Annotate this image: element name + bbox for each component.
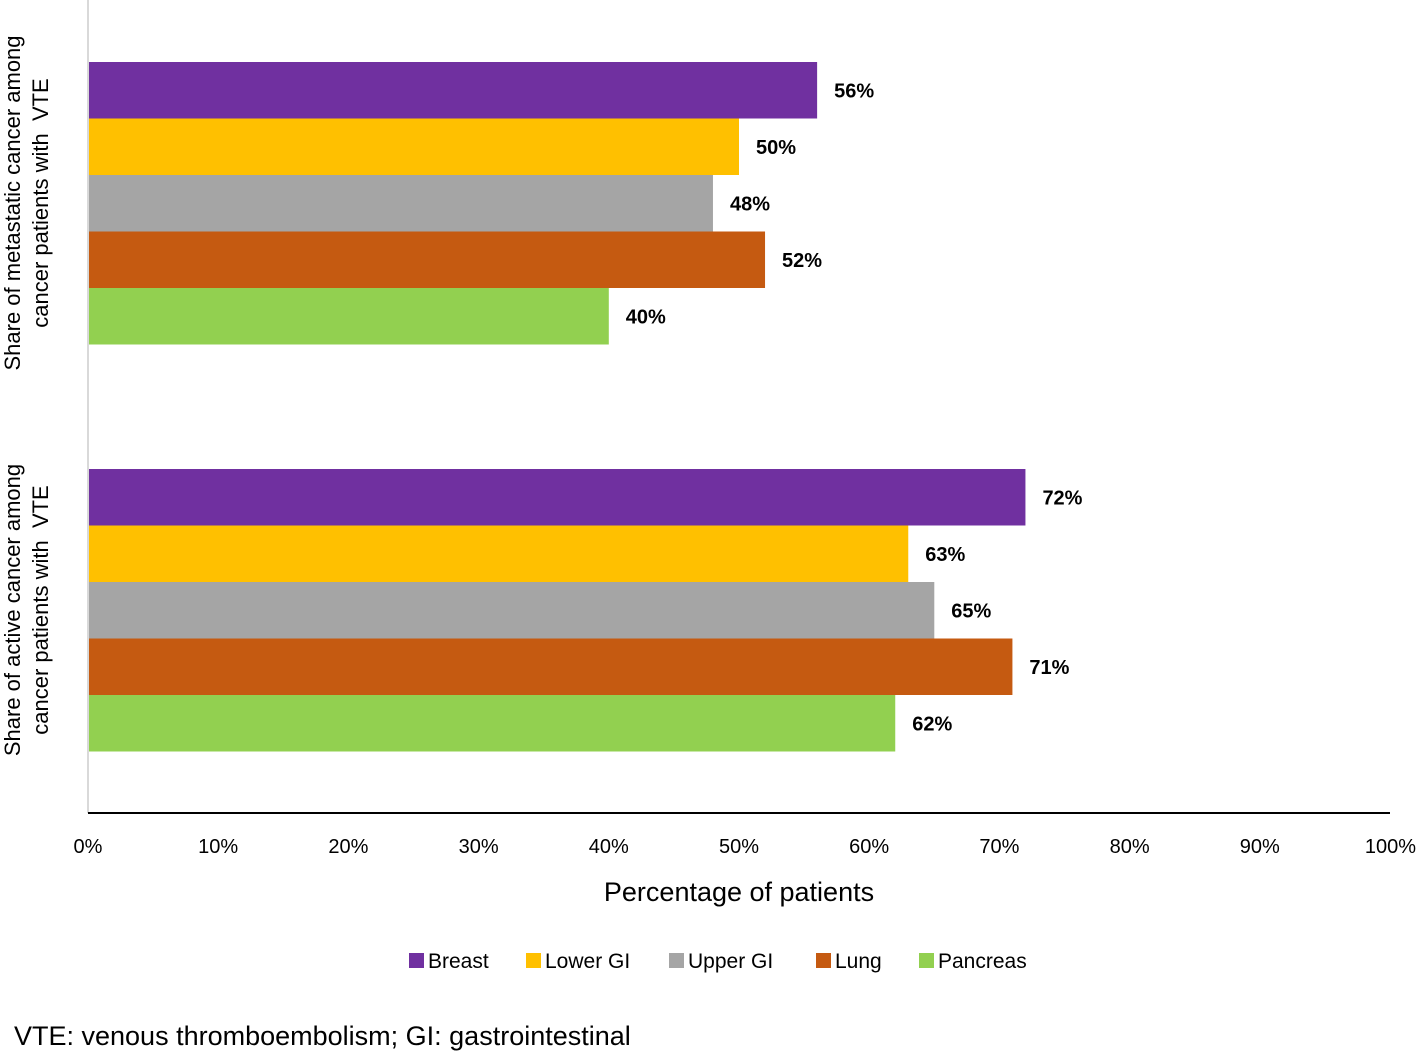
x-tick-label: 30%	[459, 836, 499, 858]
x-tick-label: 90%	[1240, 836, 1280, 858]
x-tick-label: 40%	[589, 836, 629, 858]
bar-upper-gi-group-1	[88, 175, 713, 232]
legend-label: Lower GI	[545, 950, 630, 973]
legend-label: Upper GI	[688, 950, 773, 973]
bar-lower-gi-group-1	[88, 118, 739, 175]
legend-item-upper-gi: Upper GI	[669, 950, 773, 973]
x-tick-label: 60%	[849, 836, 889, 858]
bar-breast-group-2	[88, 469, 1026, 526]
data-label-upper-gi-group-1: 48%	[730, 193, 770, 215]
legend-swatch	[919, 953, 934, 968]
category-label-group-1: Share of metastatic cancer among cancer p…	[0, 35, 53, 370]
legend-item-lung: Lung	[816, 950, 882, 973]
x-tick-label: 80%	[1110, 836, 1150, 858]
category-label-line: cancer patients with VTE	[28, 78, 53, 327]
bar-lower-gi-group-2	[88, 525, 909, 582]
data-label-pancreas-group-2: 62%	[912, 713, 952, 735]
bar-lung-group-2	[88, 638, 1013, 695]
x-axis-title: Percentage of patients	[604, 877, 874, 907]
category-label-line: cancer patients with VTE	[28, 485, 53, 734]
category-labels: Share of metastatic cancer among cancer p…	[0, 35, 53, 756]
legend: Breast Lower GI Upper GI Lung Pancreas	[409, 950, 1027, 973]
legend-item-lower-gi: Lower GI	[526, 950, 630, 973]
bar-lung-group-1	[88, 231, 766, 288]
data-labels-layer: 56% 50% 48% 52% 40% 72% 63% 65% 71% 62%	[626, 80, 1083, 735]
x-tick-labels: 0% 10% 20% 30% 40% 50% 60% 70% 80% 90% 100%	[74, 836, 1417, 858]
legend-label: Breast	[428, 950, 489, 973]
x-tick-label: 50%	[719, 836, 759, 858]
bar-pancreas-group-2	[88, 695, 896, 752]
legend-label: Pancreas	[938, 950, 1027, 973]
data-label-upper-gi-group-2: 65%	[951, 600, 991, 622]
legend-label: Lung	[835, 950, 882, 973]
legend-swatch	[409, 953, 424, 968]
data-label-breast-group-2: 72%	[1042, 487, 1082, 509]
category-label-line: Share of active cancer among	[0, 464, 25, 756]
bar-breast-group-1	[88, 62, 818, 119]
axes-layer	[87, 0, 1390, 814]
category-label-line: Share of metastatic cancer among	[0, 35, 25, 370]
data-label-lower-gi-group-2: 63%	[925, 544, 965, 566]
bar-pancreas-group-1	[88, 288, 609, 345]
bar-upper-gi-group-2	[88, 582, 935, 639]
data-label-lung-group-2: 71%	[1029, 657, 1069, 679]
bars-layer	[88, 62, 1026, 752]
data-label-pancreas-group-1: 40%	[626, 306, 666, 328]
x-tick-label: 0%	[74, 836, 103, 858]
legend-swatch	[669, 953, 684, 968]
legend-swatch	[526, 953, 541, 968]
x-tick-label: 20%	[328, 836, 368, 858]
x-tick-label: 10%	[198, 836, 238, 858]
legend-swatch	[816, 953, 831, 968]
legend-item-breast: Breast	[409, 950, 489, 973]
data-label-lung-group-1: 52%	[782, 250, 822, 272]
x-tick-label: 70%	[979, 836, 1019, 858]
x-tick-label: 100%	[1365, 836, 1416, 858]
category-label-group-2: Share of active cancer among cancer patie…	[0, 464, 53, 756]
legend-item-pancreas: Pancreas	[919, 950, 1027, 973]
data-label-lower-gi-group-1: 50%	[756, 137, 796, 159]
footnote: VTE: venous thromboembolism; GI: gastroi…	[14, 1021, 631, 1051]
data-label-breast-group-1: 56%	[834, 80, 874, 102]
